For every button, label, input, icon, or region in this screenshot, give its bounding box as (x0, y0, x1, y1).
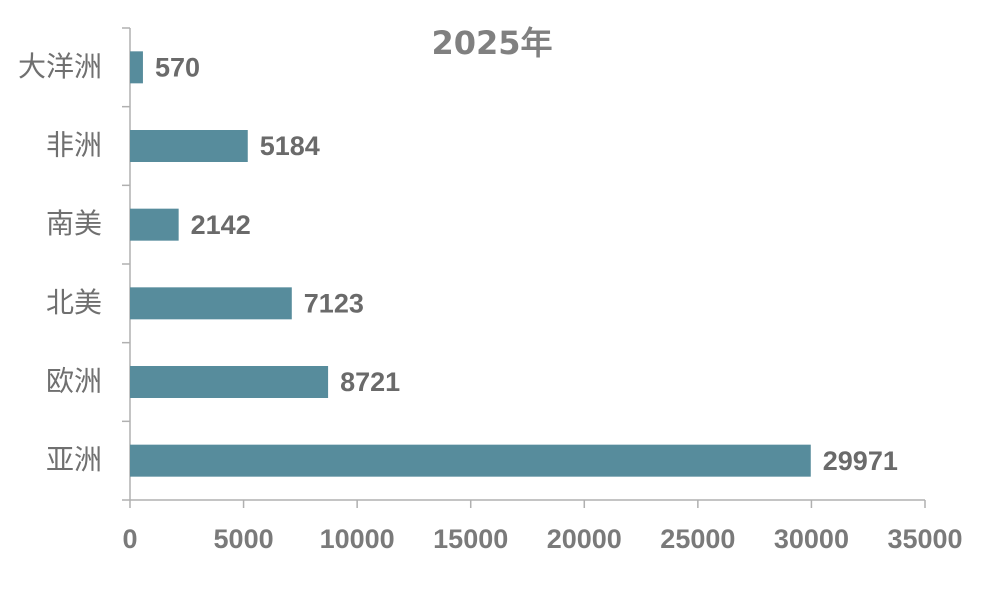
bar (130, 130, 248, 162)
x-tick-label: 15000 (433, 524, 508, 554)
y-tick-label: 北美 (46, 286, 102, 319)
x-tick-label: 10000 (320, 524, 395, 554)
data-label: 7123 (304, 288, 364, 318)
bar (130, 366, 329, 398)
x-tick-label: 35000 (887, 524, 962, 554)
bar (130, 287, 292, 320)
bar (130, 208, 179, 241)
y-tick-label: 欧洲 (46, 365, 102, 398)
data-label: 570 (155, 52, 200, 82)
x-tick-label: 0 (122, 524, 137, 554)
y-tick-label: 非洲 (46, 129, 102, 162)
bar (130, 444, 811, 477)
data-label: 2142 (191, 210, 251, 240)
x-tick-label: 30000 (774, 524, 849, 554)
data-label: 29971 (823, 446, 898, 476)
y-tick-label: 大洋洲 (18, 50, 102, 83)
x-tick-label: 5000 (214, 524, 274, 554)
chart-title: 2025年 (431, 24, 552, 62)
x-tick-label: 20000 (547, 524, 622, 554)
data-label: 8721 (340, 367, 400, 397)
data-label: 5184 (260, 131, 320, 161)
x-tick-label: 25000 (660, 524, 735, 554)
y-tick-label: 亚洲 (46, 443, 102, 476)
bar (130, 51, 143, 84)
y-tick-label: 南美 (46, 207, 102, 240)
